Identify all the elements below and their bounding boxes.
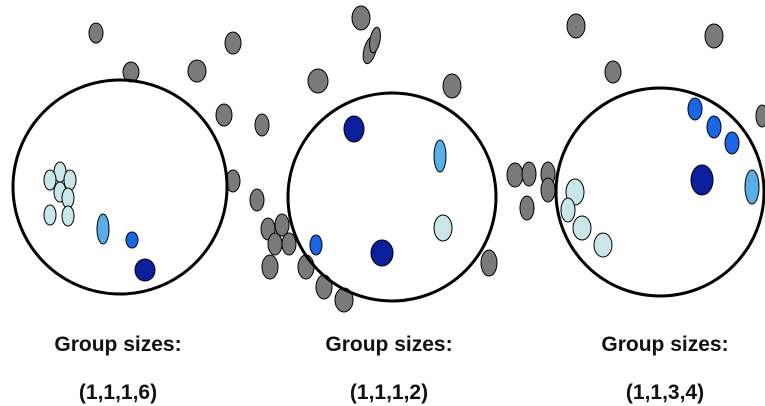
outside-particle-10 xyxy=(274,213,290,237)
inside-particle-18 xyxy=(572,215,592,241)
inside-particle-13 xyxy=(433,214,453,242)
outside-particle-8 xyxy=(249,188,265,212)
outside-particle-22 xyxy=(480,249,498,277)
outside-particle-20 xyxy=(351,5,371,31)
panel-3-group-sizes: (1,1,3,4) xyxy=(625,381,705,404)
panel-1-group-sizes: (1,1,1,6) xyxy=(78,381,158,404)
outside-particle-21 xyxy=(442,73,462,99)
outside-particle-6 xyxy=(254,113,270,137)
inside-particle-6 xyxy=(43,204,57,226)
region-circles xyxy=(11,78,765,303)
inside-particle-24 xyxy=(744,169,760,205)
region-circle-2 xyxy=(286,91,498,303)
outside-particle-11 xyxy=(267,232,283,256)
outside-particle-23 xyxy=(506,162,524,188)
panel-3-heading: Group sizes: xyxy=(601,333,729,356)
panel-2-caption: Group sizes: (1,1,1,2) xyxy=(279,333,499,405)
inside-particle-12 xyxy=(433,139,447,173)
inside-particle-10 xyxy=(134,258,156,282)
inside-particle-9 xyxy=(125,231,139,249)
inside-particle-11 xyxy=(343,115,365,143)
inside-particle-5 xyxy=(61,187,75,209)
outside-particle-12 xyxy=(281,232,297,256)
outside-particle-13 xyxy=(261,254,279,280)
outside-particles xyxy=(88,5,765,313)
outside-particle-29 xyxy=(604,60,622,84)
outside-particle-26 xyxy=(540,177,556,203)
inside-particle-14 xyxy=(309,234,323,256)
outside-particle-24 xyxy=(521,161,537,187)
panel-2-heading: Group sizes: xyxy=(325,333,453,356)
inside-particle-20 xyxy=(687,97,703,121)
inside-particle-23 xyxy=(690,164,714,196)
outside-particle-31 xyxy=(755,104,765,128)
outside-particle-17 xyxy=(307,68,329,94)
outside-particle-3 xyxy=(187,59,207,83)
outside-particle-4 xyxy=(224,31,242,55)
panel-1-caption: Group sizes: (1,1,1,6) xyxy=(8,333,228,405)
inside-particle-21 xyxy=(706,115,722,139)
inside-particle-8 xyxy=(96,213,110,245)
outside-particle-28 xyxy=(566,13,586,39)
panel-3-caption: Group sizes: (1,1,3,4) xyxy=(555,333,765,405)
inside-particle-22 xyxy=(724,131,740,155)
inside-particle-17 xyxy=(560,197,576,223)
inside-particle-7 xyxy=(61,205,75,227)
region-circle-1 xyxy=(11,78,229,296)
outside-particle-30 xyxy=(704,23,724,49)
panel-1-heading: Group sizes: xyxy=(54,333,182,356)
inside-particle-3 xyxy=(63,169,77,191)
inside-particles xyxy=(43,97,760,282)
outside-particle-27 xyxy=(519,195,535,221)
outside-particle-19 xyxy=(369,26,381,54)
outside-particle-5 xyxy=(215,103,233,127)
outside-particle-1 xyxy=(88,22,104,44)
region-circle-3 xyxy=(554,86,765,298)
inside-particle-2 xyxy=(43,169,57,191)
panel-2-group-sizes: (1,1,1,2) xyxy=(349,381,429,404)
outside-particle-14 xyxy=(297,254,315,280)
inside-particle-15 xyxy=(370,239,394,267)
inside-particle-19 xyxy=(593,232,613,258)
